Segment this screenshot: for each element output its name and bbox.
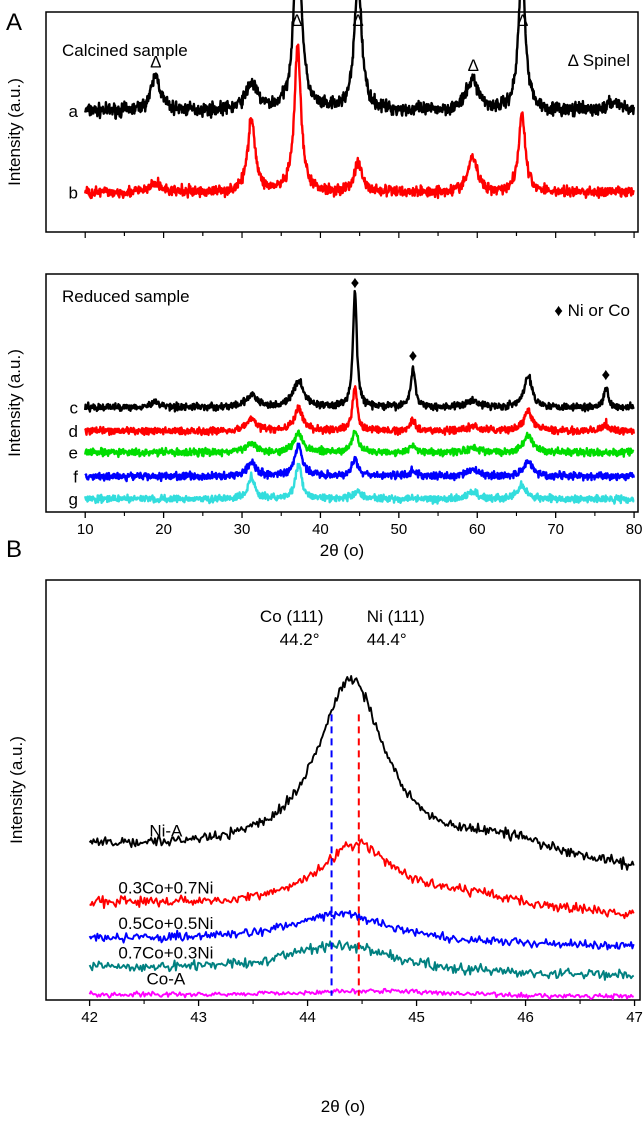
series-line-3: [84, 442, 635, 483]
peak-marker: Δ: [468, 56, 479, 75]
panel-b-label: B: [6, 536, 22, 563]
peak-marker: ♦: [409, 346, 418, 365]
x-tick-label: 44: [299, 1009, 316, 1026]
peak-marker: Δ: [352, 11, 363, 30]
series-line-3: [88, 939, 635, 981]
series-label-3: 0.7Co+0.3Ni: [118, 944, 213, 963]
x-tick-label: 47: [626, 1009, 643, 1026]
x-tick-label: 45: [408, 1009, 425, 1026]
x-axis-title: 2θ (o): [320, 541, 364, 560]
peak-marker: Δ: [291, 11, 302, 30]
x-tick-label: 70: [547, 521, 564, 538]
series-line-1: [84, 43, 635, 200]
x-tick-label: 42: [81, 1009, 98, 1026]
y-axis-title: Intensity (a.u.): [5, 78, 24, 186]
series-label-4: g: [69, 490, 78, 509]
reference-label-0: Co (111): [260, 607, 324, 626]
plot-frame: [45, 273, 639, 513]
y-axis-title: Intensity (a.u.): [7, 736, 26, 844]
series-label-2: 0.5Co+0.5Ni: [118, 914, 213, 933]
y-axis-title: Intensity (a.u.): [5, 349, 24, 457]
panel-a-label: A: [6, 9, 22, 36]
series-label-0: a: [69, 102, 79, 121]
series-line-4: [84, 462, 635, 505]
series-label-1: 0.3Co+0.7Ni: [118, 878, 213, 897]
series-line-2: [88, 910, 635, 951]
series-line-0: [84, 0, 635, 120]
x-tick-label: 20: [155, 521, 172, 538]
series-label-2: e: [69, 444, 78, 463]
x-tick-label: 50: [391, 521, 408, 538]
series-line-0: [84, 289, 635, 413]
series-label-3: f: [73, 467, 78, 486]
x-axis-title: 2θ (o): [321, 1097, 365, 1116]
ni111-chart: 42 43 44 45 46 47 Intensity (a.u.) 2θ (o) Ni-A 0.…: [7, 579, 643, 1116]
x-tick-label: 40: [312, 521, 329, 538]
peak-marker: Δ: [517, 11, 528, 30]
chart-title: Calcined sample: [62, 41, 188, 60]
series-line-4: [88, 987, 635, 1001]
plot-frame: [45, 579, 641, 1001]
x-tick-label: 80: [626, 521, 643, 538]
x-tick-label: 43: [190, 1009, 207, 1026]
series-line-2: [84, 429, 635, 459]
peak-marker: ♦: [602, 365, 611, 384]
reference-value-0: 44.2°: [280, 630, 320, 649]
peak-marker: ♦: [351, 273, 360, 292]
reference-value-1: 44.4°: [367, 630, 407, 649]
series-label-0: c: [70, 398, 79, 417]
series-label-1: d: [69, 422, 78, 441]
series-line-0: [88, 675, 635, 871]
legend: Δ Spinel: [568, 51, 630, 70]
series-label-4: Co-A: [147, 970, 186, 989]
series-line-1: [84, 385, 635, 437]
plot-frame: [45, 11, 639, 233]
reference-label-1: Ni (111): [367, 607, 425, 626]
calcined-chart: Intensity (a.u.) Calcined sample Δ Spinel a…: [5, 0, 639, 238]
x-tick-label: 60: [469, 521, 486, 538]
reduced-chart: 10 20 30 40 50 60 70 80 Intensity (a.u.) 2θ (o) Re…: [5, 273, 642, 560]
legend: ♦ Ni or Co: [554, 301, 630, 320]
series-line-1: [89, 838, 635, 920]
x-tick-label: 46: [517, 1009, 534, 1026]
chart-title: Reduced sample: [62, 287, 190, 306]
x-tick-label: 10: [77, 521, 94, 538]
series-label-0: Ni-A: [149, 822, 183, 841]
peak-marker: Δ: [150, 52, 161, 71]
x-tick-label: 30: [234, 521, 251, 538]
series-label-1: b: [69, 183, 78, 202]
